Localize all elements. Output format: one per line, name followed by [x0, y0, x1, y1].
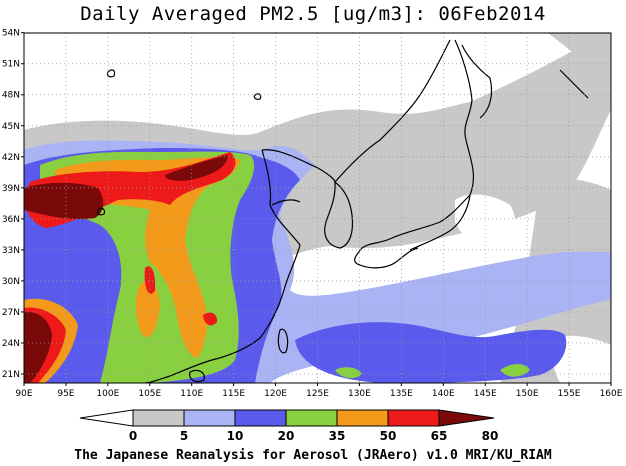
- concentration-fields: [24, 33, 611, 383]
- colorbar-label: 35: [329, 429, 346, 443]
- lon-tick-label: 155E: [558, 389, 581, 399]
- colorbar-label: 0: [129, 429, 137, 443]
- colorbar-segment: [183, 409, 236, 427]
- field-80-plus-north: [165, 155, 228, 181]
- lat-tick-label: 39N: [2, 184, 20, 194]
- field-20-35-ocean: [295, 322, 567, 383]
- colorbar-label: 10: [227, 429, 244, 443]
- lat-tick-label: 36N: [2, 215, 20, 225]
- field-65-80-south: [203, 312, 218, 326]
- field-35-50-ocean-2: [500, 364, 530, 377]
- footer-credit: The Japanese Reanalysis for Aerosol (JRA…: [74, 448, 552, 463]
- colorbar-segment: [336, 409, 389, 427]
- colorbar-arrow-left: [79, 409, 134, 427]
- lon-tick-label: 100E: [96, 389, 119, 399]
- colorbar-label: 50: [380, 429, 397, 443]
- field-clear-1: [24, 33, 540, 132]
- lon-tick-label: 105E: [138, 389, 161, 399]
- lat-tick-label: 33N: [2, 246, 20, 256]
- lon-tick-label: 150E: [516, 389, 539, 399]
- lon-tick-label: 90E: [15, 389, 32, 399]
- field-80-plus: [24, 182, 104, 220]
- lon-tick-label: 125E: [306, 389, 329, 399]
- colorbar-segment: [387, 409, 440, 427]
- lat-tick-label: 24N: [2, 339, 20, 349]
- colorbar-segment: [285, 409, 338, 427]
- lon-tick-label: 95E: [57, 389, 74, 399]
- lon-tick-label: 120E: [264, 389, 287, 399]
- field-5-10-ne: [548, 33, 611, 65]
- lat-tick-label: 30N: [2, 277, 20, 287]
- lon-tick-label: 135E: [390, 389, 413, 399]
- field-80-plus-sw: [24, 311, 52, 383]
- lat-tick-label: 21N: [2, 370, 20, 380]
- lon-tick-label: 160E: [600, 389, 623, 399]
- lon-tick-label: 110E: [180, 389, 203, 399]
- map-title: Daily Averaged PM2.5 [ug/m3]: 06Feb2014: [80, 3, 546, 25]
- lat-tick-label: 45N: [2, 122, 20, 132]
- lon-tick-label: 145E: [474, 389, 497, 399]
- colorbar-label: 65: [431, 429, 448, 443]
- field-clear-3: [552, 335, 611, 383]
- field-50-65: [55, 157, 240, 358]
- lat-tick-label: 54N: [2, 29, 20, 39]
- colorbar: 0 5 10 20 35 50 65 80: [79, 409, 499, 443]
- field-35-50-ocean: [335, 367, 362, 379]
- lon-tick-label: 130E: [348, 389, 371, 399]
- colorbar-arrow-right: [438, 409, 495, 427]
- latitude-labels: 21N 24N 27N 30N 33N 36N 39N 42N 45N 48N 51N 54N: [2, 29, 24, 380]
- colorbar-label: 20: [278, 429, 295, 443]
- colorbar-segment: [132, 409, 185, 427]
- colorbar-segment: [234, 409, 287, 427]
- field-65-80-mid: [144, 266, 156, 294]
- lat-tick-label: 48N: [2, 91, 20, 101]
- field-clear-2: [455, 194, 516, 251]
- field-50-65-south: [135, 281, 160, 338]
- lat-tick-label: 27N: [2, 308, 20, 318]
- colorbar-label: 80: [482, 429, 499, 443]
- lon-tick-label: 115E: [222, 389, 245, 399]
- lon-tick-label: 140E: [432, 389, 455, 399]
- colorbar-label: 5: [180, 429, 188, 443]
- lat-tick-label: 42N: [2, 153, 20, 163]
- longitude-labels: 90E 95E 100E 105E 110E 115E 120E 125E 130E 135E 14…: [15, 383, 623, 399]
- lat-tick-label: 51N: [2, 60, 20, 70]
- coastlines: [96, 39, 589, 383]
